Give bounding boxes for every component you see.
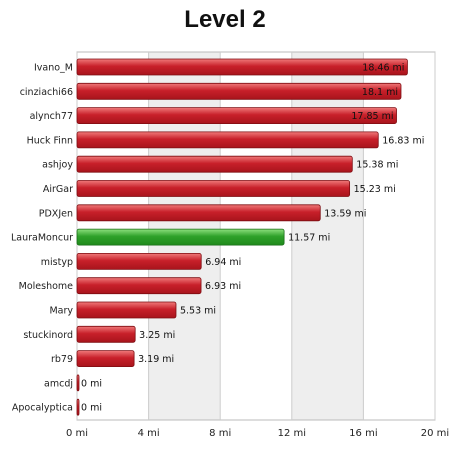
category-label: Huck Finn [27, 135, 73, 146]
value-label: 18.46 mi [362, 63, 404, 74]
bar-cinziachi66 [76, 82, 402, 100]
category-label: ashjoy [42, 160, 73, 171]
value-label: 3.19 mi [138, 354, 174, 365]
category-label: cinziachi66 [20, 87, 73, 98]
x-axis-ticks: 0 mi 4 mi 8 mi 12 mi 16 mi 20 mi [66, 428, 449, 439]
category-label: rb79 [51, 354, 73, 365]
category-label: AirGar [43, 184, 73, 195]
value-label: 11.57 mi [288, 233, 330, 244]
bar-stuckinord [76, 325, 136, 343]
category-label: amcdj [44, 378, 73, 389]
value-label: 17.85 mi [351, 111, 393, 122]
value-label: 18.1 mi [362, 87, 398, 98]
bar-huck-finn [76, 131, 379, 149]
category-label: LauraMoncur [11, 233, 73, 244]
x-tick-label: 16 mi [349, 428, 377, 439]
bars [76, 58, 408, 416]
category-label: Moleshome [19, 281, 74, 292]
bar-airgar [76, 180, 351, 197]
bar-ivano-m [76, 58, 408, 76]
value-label: 5.53 mi [180, 306, 216, 317]
value-label: 3.25 mi [139, 330, 175, 341]
x-tick-label: 20 mi [421, 428, 449, 439]
value-label: 0 mi [81, 378, 102, 389]
bar-mistyp [76, 252, 202, 270]
category-labels: Ivano_M cinziachi66 alynch77 Huck Finn ashjo… [11, 63, 73, 414]
x-tick-label: 0 mi [66, 428, 88, 439]
bar-amcdj [76, 374, 80, 392]
category-label: mistyp [41, 257, 73, 268]
category-label: PDXJen [39, 208, 73, 219]
value-label: 6.93 mi [205, 281, 241, 292]
bar-pdxjen [76, 204, 321, 222]
category-label: alynch77 [30, 111, 73, 122]
bar-moleshome [76, 277, 202, 295]
category-label: Mary [49, 306, 73, 317]
x-tick-label: 12 mi [278, 428, 306, 439]
value-label: 15.23 mi [354, 184, 396, 195]
value-label: 6.94 mi [205, 257, 241, 268]
value-label: 15.38 mi [356, 160, 398, 171]
chart-title: Level 2 [184, 6, 266, 33]
value-labels: 18.46 mi 18.1 mi 17.85 mi 16.83 mi 15.38 mi 1… [81, 63, 424, 414]
category-label: stuckinord [23, 330, 73, 341]
x-tick-label: 4 mi [138, 428, 160, 439]
value-label: 13.59 mi [324, 208, 366, 219]
value-label: 0 mi [81, 403, 102, 414]
value-label: 16.83 mi [382, 135, 424, 146]
bar-mary [76, 301, 177, 319]
bar-lauramoncur [76, 228, 285, 246]
bar-ashjoy [76, 155, 353, 173]
x-tick-label: 8 mi [209, 428, 231, 439]
category-label: Apocalyptica [12, 403, 73, 414]
bar-apocalyptica [76, 398, 80, 416]
bar-alynch77 [76, 107, 397, 124]
category-label: Ivano_M [34, 63, 73, 74]
bar-rb79 [76, 350, 135, 368]
